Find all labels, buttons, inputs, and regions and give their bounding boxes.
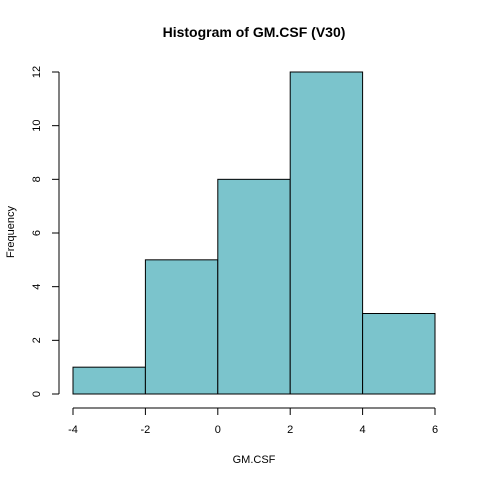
x-tick-label-4: 4 (360, 424, 366, 436)
histogram-bar-3 (289, 71, 364, 395)
y-tick-label-0: 0 (31, 391, 43, 397)
y-tick-label-3: 6 (31, 230, 43, 236)
y-tick-label-6: 12 (31, 66, 43, 78)
chart-title: Histogram of GM.CSF (V30) (163, 24, 346, 40)
histogram-bar-0 (72, 366, 146, 395)
y-axis: 0 2 4 6 8 10 12 (31, 66, 60, 397)
histogram-bar-4 (362, 313, 436, 395)
x-tick-label-1: -2 (141, 424, 151, 436)
y-tick-label-5: 10 (31, 120, 43, 132)
histogram-bar-1 (144, 259, 219, 395)
x-tick-label-0: -4 (68, 424, 78, 436)
y-tick-label-1: 2 (31, 337, 43, 343)
bars-layer (72, 71, 436, 395)
x-tick-label-3: 2 (287, 424, 293, 436)
y-tick-label-4: 8 (31, 176, 43, 182)
x-axis-label: GM.CSF (233, 454, 276, 466)
x-axis: -4 -2 0 2 4 6 (68, 407, 438, 436)
y-axis-label: Frequency (5, 206, 17, 258)
histogram-bar-2 (217, 178, 291, 395)
y-tick-label-2: 4 (31, 284, 43, 290)
x-tick-label-2: 0 (215, 424, 221, 436)
x-tick-label-5: 6 (432, 424, 438, 436)
